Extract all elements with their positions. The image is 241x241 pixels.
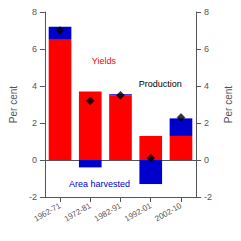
svg-text:8: 8 (32, 7, 37, 17)
svg-text:Production: Production (139, 79, 182, 89)
svg-text:2: 2 (32, 118, 37, 128)
svg-text:1972-81: 1972-81 (63, 201, 93, 224)
svg-text:0: 0 (204, 155, 209, 165)
svg-text:-2: -2 (204, 192, 212, 202)
svg-text:Per cent: Per cent (223, 86, 234, 123)
svg-text:Per cent: Per cent (8, 86, 19, 123)
svg-text:2: 2 (204, 118, 209, 128)
svg-text:6: 6 (32, 44, 37, 54)
svg-text:4: 4 (204, 81, 209, 91)
svg-text:1962-71: 1962-71 (32, 201, 62, 224)
svg-text:-2: -2 (29, 192, 37, 202)
svg-text:Area harvested: Area harvested (69, 179, 130, 189)
svg-text:8: 8 (204, 7, 209, 17)
svg-text:0: 0 (32, 155, 37, 165)
svg-text:1992-01: 1992-01 (123, 201, 153, 224)
svg-text:6: 6 (204, 44, 209, 54)
svg-text:1982-91: 1982-91 (93, 201, 123, 224)
svg-text:Yields: Yields (92, 56, 117, 66)
svg-text:2002-10: 2002-10 (153, 201, 183, 224)
svg-text:4: 4 (32, 81, 37, 91)
